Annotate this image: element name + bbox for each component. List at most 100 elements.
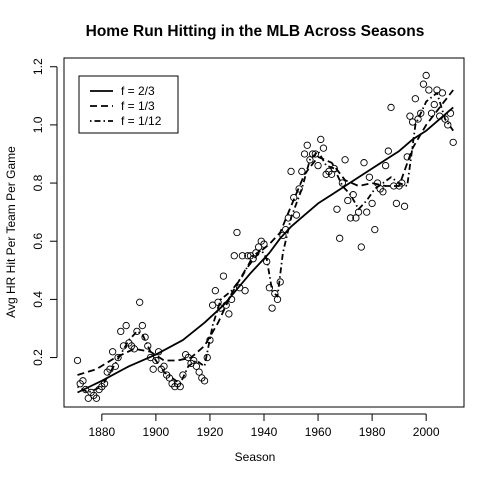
y-tick-label: 0.6: [31, 233, 45, 250]
data-point: [419, 80, 428, 88]
smoother-lines: [77, 89, 454, 394]
data-point: [149, 365, 157, 373]
x-tick-label: 1920: [197, 425, 224, 439]
data-point: [330, 164, 338, 173]
x-tick-label: 1940: [251, 425, 278, 439]
data-point: [92, 394, 101, 402]
data-point: [136, 298, 144, 306]
data-point: [336, 234, 344, 242]
data-point: [114, 353, 122, 362]
data-point: [225, 310, 233, 318]
data-point: [392, 199, 401, 208]
data-point: [317, 135, 325, 144]
data-point: [327, 170, 336, 178]
data-point: [346, 214, 355, 222]
y-tick-label: 0.8: [31, 174, 45, 191]
data-point: [122, 321, 130, 330]
data-point: [306, 156, 314, 164]
data-point: [352, 214, 360, 222]
plot-frame: [63, 57, 465, 408]
data-point: [192, 362, 201, 370]
x-tick-label: 1980: [359, 425, 386, 439]
y-axis: 0.2 0.4 0.6 0.8 1.0 1.2: [31, 58, 58, 366]
legend-label-1: f = 2/3: [121, 84, 155, 98]
data-point: [295, 185, 303, 193]
data-point: [279, 231, 287, 240]
legend-label-2: f = 1/3: [121, 99, 155, 113]
data-point: [387, 103, 395, 112]
data-point: [368, 199, 376, 208]
data-point: [298, 167, 306, 176]
x-tick-label: 1880: [88, 425, 115, 439]
data-point: [233, 228, 241, 237]
x-axis-label: Season: [235, 450, 276, 464]
data-point: [241, 287, 249, 295]
data-point: [425, 86, 433, 94]
data-point: [357, 243, 365, 251]
data-point: [108, 348, 117, 356]
data-point: [292, 211, 301, 219]
data-point: [411, 95, 420, 103]
series-line-2: [77, 89, 454, 376]
data-point: [265, 284, 274, 292]
data-point: [73, 356, 82, 365]
data-point: [165, 374, 174, 382]
data-point: [449, 138, 457, 146]
data-point: [138, 321, 147, 330]
legend-label-3: f = 1/12: [121, 114, 162, 128]
x-axis: 1880 1900 1920 1940 1960 1980 2000: [88, 413, 440, 439]
data-point: [371, 225, 379, 234]
data-point: [406, 112, 414, 120]
x-tick-label: 2000: [413, 425, 440, 439]
data-point: [417, 109, 425, 117]
data-point: [211, 287, 220, 295]
data-point: [200, 377, 209, 385]
data-point: [381, 161, 390, 170]
data-point: [349, 191, 357, 199]
data-point: [144, 342, 152, 350]
data-point: [117, 327, 125, 336]
series-line-1: [77, 106, 454, 394]
data-point: [300, 150, 309, 158]
data-point: [152, 356, 160, 365]
data-point: [249, 255, 257, 263]
data-point: [338, 179, 347, 187]
data-point: [441, 115, 449, 123]
data-point: [287, 167, 295, 176]
data-point: [303, 141, 311, 149]
chart-title: Home Run Hitting in the MLB Across Seaso…: [86, 23, 425, 40]
x-tick-label: 1960: [305, 425, 332, 439]
data-point: [363, 208, 371, 216]
data-point: [344, 196, 352, 205]
data-point: [230, 252, 238, 260]
data-point: [314, 161, 322, 170]
data-point: [341, 156, 349, 164]
data-point: [438, 89, 447, 97]
data-point: [400, 202, 409, 210]
data-point: [79, 377, 87, 385]
data-point: [311, 150, 320, 158]
data-point: [141, 333, 149, 341]
y-tick-label: 0.4: [31, 291, 45, 308]
legend: f = 2/3f = 1/3f = 1/12: [78, 75, 179, 134]
data-point: [319, 144, 328, 152]
data-point: [365, 173, 374, 181]
data-point: [268, 304, 276, 312]
data-point: [190, 356, 198, 365]
data-point: [260, 240, 268, 248]
x-tick-label: 1900: [143, 425, 170, 439]
data-point: [414, 115, 422, 123]
data-point: [333, 205, 341, 213]
data-point: [219, 272, 228, 280]
legend-box: [78, 75, 179, 134]
data-point: [203, 353, 211, 362]
data-point: [384, 147, 392, 155]
data-point: [133, 327, 141, 336]
y-axis-label: Avg HR Hit Per Team Per Game: [4, 146, 18, 318]
data-point: [195, 368, 203, 376]
y-tick-label: 1.2: [31, 58, 45, 75]
data-point: [271, 289, 279, 298]
data-point: [379, 188, 387, 196]
data-point: [238, 252, 247, 260]
